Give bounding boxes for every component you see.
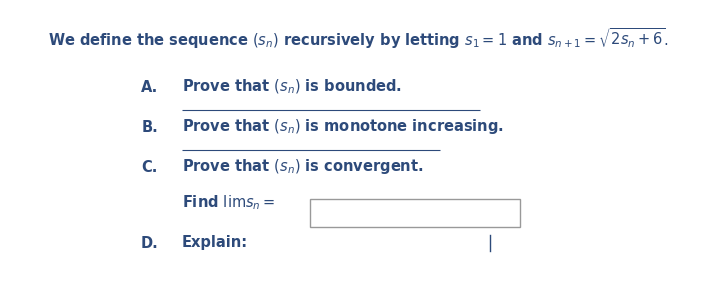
Text: We define the sequence $(s_n)$ recursively by letting $s_1 = 1$ and $s_{n+1} = \: We define the sequence $(s_n)$ recursive… (47, 27, 668, 51)
Text: Prove that $(s_n)$ is bounded.: Prove that $(s_n)$ is bounded. (182, 78, 402, 96)
Text: Explain:: Explain: (182, 235, 248, 251)
Text: D.: D. (141, 235, 158, 251)
Text: Prove that $(s_n)$ is convergent.: Prove that $(s_n)$ is convergent. (182, 158, 424, 176)
Text: B.: B. (141, 119, 158, 135)
Text: A.: A. (141, 80, 158, 95)
Bar (310, 199, 520, 227)
Text: Prove that $(s_n)$ is monotone increasing.: Prove that $(s_n)$ is monotone increasin… (182, 117, 504, 137)
Text: Find $\lim s_n =$: Find $\lim s_n =$ (182, 194, 275, 212)
Text: C.: C. (142, 160, 158, 174)
